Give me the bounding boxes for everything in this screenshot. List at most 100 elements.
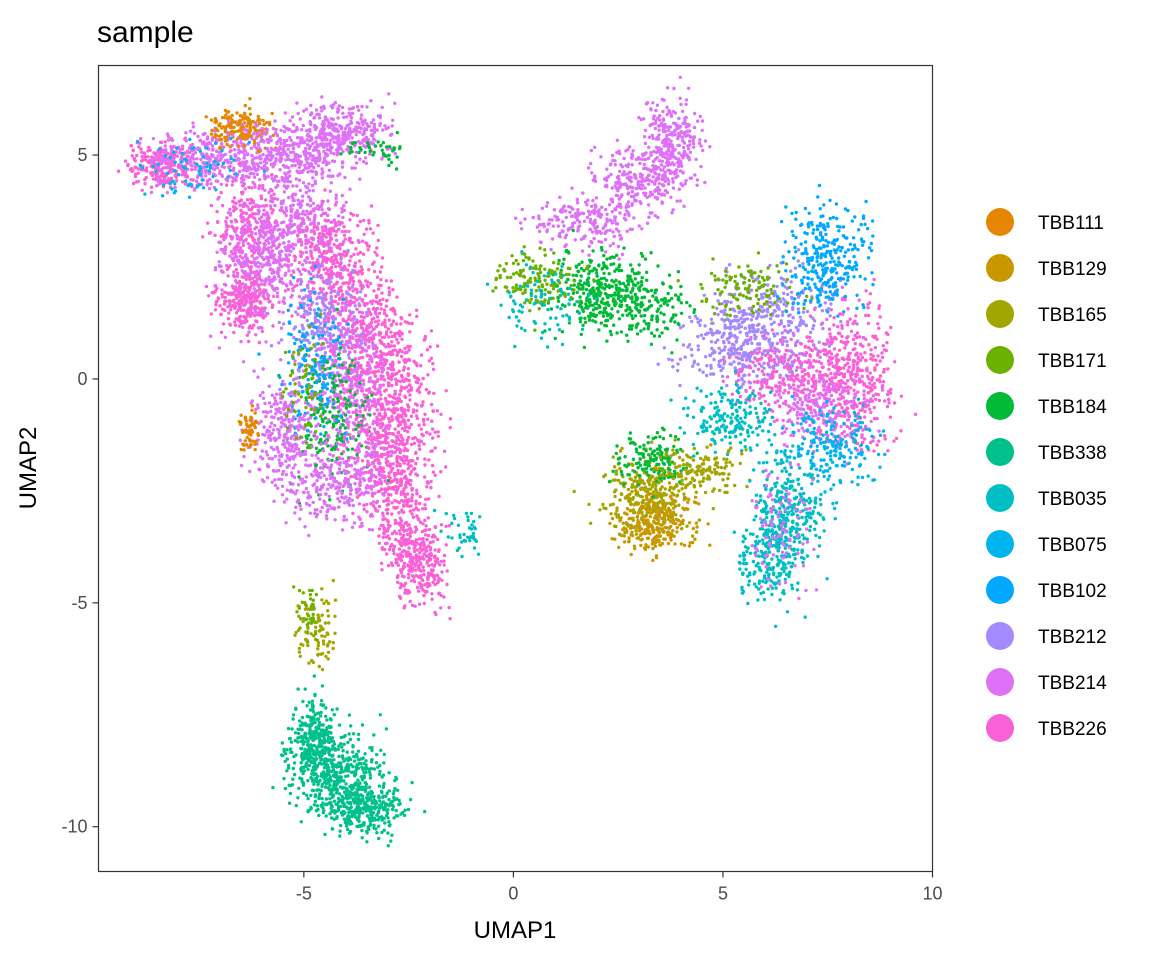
data-point: [372, 352, 376, 356]
data-point: [373, 138, 377, 142]
data-point: [358, 319, 362, 323]
data-point: [353, 393, 357, 397]
data-point: [436, 434, 440, 438]
data-point: [133, 174, 138, 179]
data-point: [322, 149, 326, 154]
data-point: [241, 308, 246, 312]
data-point: [140, 154, 144, 159]
data-point: [264, 132, 268, 136]
data-point: [342, 391, 346, 395]
data-point: [214, 188, 218, 192]
data-point: [332, 283, 336, 287]
data-point: [323, 156, 327, 160]
data-point: [266, 293, 270, 297]
data-point: [389, 279, 393, 283]
data-point: [261, 396, 266, 400]
data-point: [264, 198, 268, 202]
data-point: [213, 156, 217, 160]
data-point: [232, 298, 236, 302]
data-point: [210, 148, 215, 152]
data-point: [262, 242, 266, 246]
data-point: [304, 250, 309, 254]
data-point: [359, 281, 363, 285]
data-point: [367, 340, 371, 344]
data-point: [353, 261, 358, 265]
data-point: [341, 111, 345, 116]
data-point: [407, 357, 411, 362]
data-point: [241, 122, 245, 126]
data-point: [338, 346, 343, 350]
data-point: [360, 287, 364, 291]
data-point: [263, 188, 267, 192]
data-point: [189, 183, 194, 187]
data-point: [143, 155, 147, 159]
data-point: [285, 284, 289, 288]
data-point: [281, 149, 286, 154]
data-point: [296, 267, 300, 271]
data-point: [308, 135, 312, 139]
data-point: [229, 250, 234, 254]
data-point: [354, 129, 358, 133]
data-point: [286, 308, 290, 312]
data-point: [172, 150, 176, 155]
data-point: [350, 111, 355, 116]
data-point: [439, 412, 443, 416]
data-point: [355, 288, 359, 292]
data-point: [339, 390, 343, 394]
data-point: [316, 307, 321, 311]
data-point: [220, 174, 225, 178]
data-point: [297, 165, 302, 169]
data-point: [344, 299, 349, 303]
data-point: [317, 254, 322, 259]
data-point: [356, 374, 361, 378]
data-point: [325, 477, 329, 481]
data-point: [273, 119, 277, 123]
data-point: [348, 187, 352, 191]
data-point: [346, 317, 351, 321]
data-point: [342, 233, 347, 237]
data-point: [307, 189, 311, 193]
data-point: [223, 152, 227, 157]
data-point: [283, 423, 287, 427]
data-point: [337, 374, 341, 378]
data-point: [279, 128, 283, 133]
data-point: [341, 297, 346, 302]
data-point: [215, 299, 219, 304]
data-point: [159, 181, 164, 185]
data-point: [314, 331, 318, 335]
data-point: [167, 161, 171, 165]
data-point: [180, 144, 185, 148]
data-point: [260, 282, 264, 286]
data-point: [341, 149, 345, 154]
data-point: [343, 361, 348, 365]
data-point: [377, 387, 381, 391]
data-point: [264, 290, 268, 294]
data-point: [370, 301, 374, 306]
data-point: [275, 220, 279, 225]
data-point: [165, 132, 170, 136]
data-point: [322, 121, 327, 126]
data-point: [303, 268, 307, 272]
data-point: [257, 277, 262, 281]
data-point: [271, 277, 275, 282]
data-point: [260, 255, 264, 260]
data-point: [316, 342, 320, 346]
data-point: [286, 429, 290, 433]
data-point: [322, 104, 326, 109]
data-point: [424, 387, 428, 392]
data-point: [255, 289, 259, 293]
data-point: [364, 349, 369, 353]
data-point: [154, 165, 158, 169]
data-point: [258, 269, 263, 273]
data-point: [305, 161, 309, 165]
data-point: [226, 211, 231, 215]
data-point: [351, 141, 355, 146]
data-point: [351, 331, 356, 336]
data-point: [142, 151, 147, 155]
data-point: [332, 152, 336, 156]
data-point: [186, 183, 191, 188]
data-point: [379, 143, 383, 148]
data-point: [339, 142, 344, 146]
data-point: [380, 322, 384, 327]
data-point: [262, 479, 266, 484]
